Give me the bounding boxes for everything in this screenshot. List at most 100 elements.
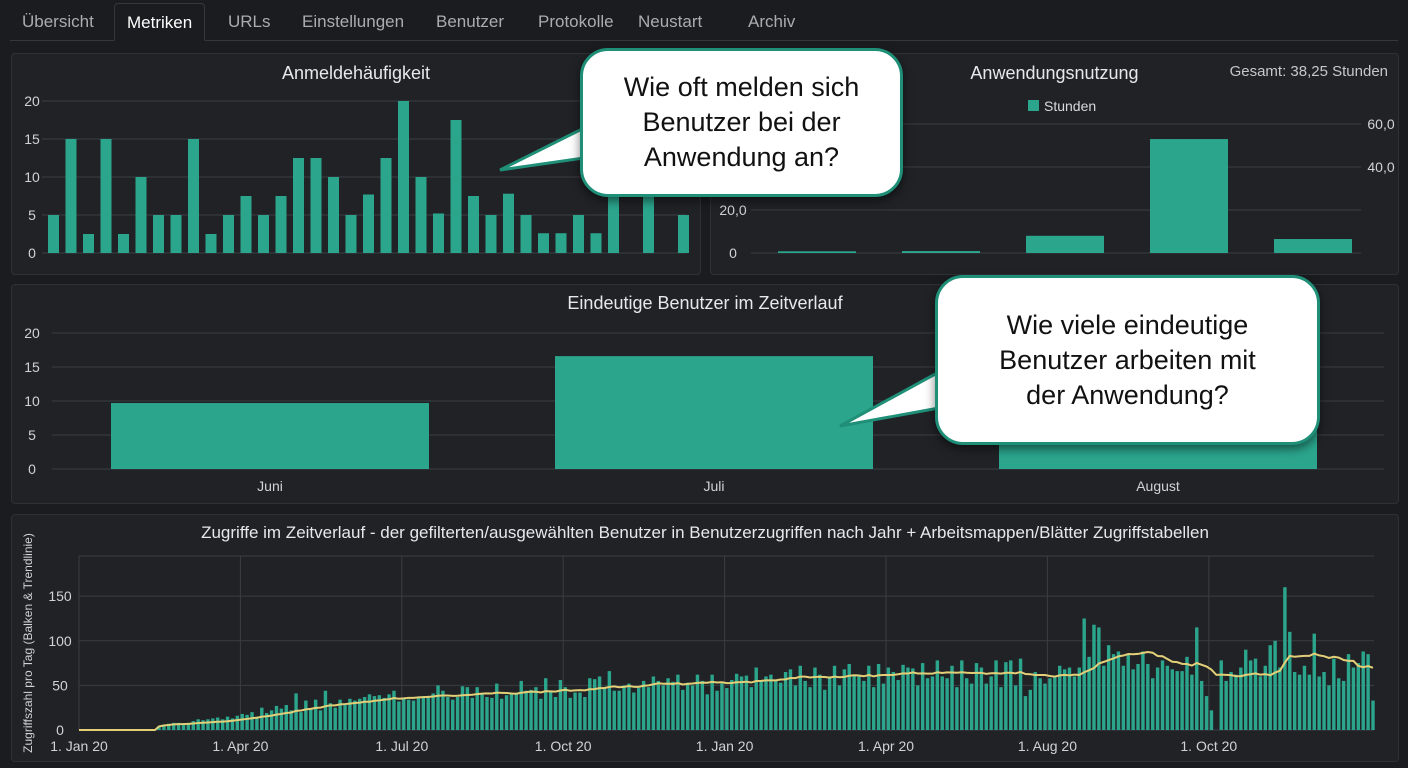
- bar: [1283, 587, 1287, 730]
- bar: [1253, 658, 1258, 730]
- bar: [206, 719, 210, 730]
- bar: [1268, 645, 1272, 730]
- bar: [1136, 663, 1140, 730]
- bar: [1332, 658, 1336, 730]
- legend-label: Stunden: [1044, 98, 1097, 114]
- bar: [759, 680, 763, 730]
- bar: [852, 674, 856, 730]
- bar: [568, 697, 572, 730]
- bar: [1351, 667, 1356, 730]
- bar: [289, 710, 293, 730]
- bar: [597, 676, 602, 730]
- bar: [470, 697, 474, 730]
- bar: [111, 403, 429, 469]
- y-tick-label: 100: [48, 633, 72, 649]
- bar: [455, 696, 460, 730]
- bar: [1361, 651, 1365, 730]
- bar: [798, 665, 802, 730]
- tab-8[interactable]: Archiv: [748, 12, 796, 31]
- tab-3[interactable]: URLs: [228, 12, 271, 31]
- bar: [1155, 667, 1160, 730]
- bar: [264, 713, 269, 730]
- bar: [573, 215, 584, 253]
- bar: [602, 687, 607, 730]
- bar: [1026, 235, 1104, 253]
- bar: [1131, 669, 1135, 730]
- bar: [813, 667, 817, 730]
- tab-bar: Übersicht Metriken URLs Einstellungen Benutz…: [10, 3, 1398, 41]
- bar: [778, 682, 783, 730]
- login-frequency-chart: 0 5 10 15 20: [24, 93, 689, 261]
- bar: [823, 689, 827, 730]
- bar: [695, 674, 700, 730]
- bar: [258, 215, 269, 253]
- bar: [1160, 660, 1165, 730]
- y-tick-label: 20: [24, 93, 40, 109]
- bar: [617, 690, 621, 730]
- bar: [216, 717, 220, 730]
- bar: [485, 696, 489, 730]
- bar: [590, 233, 602, 253]
- bar: [1043, 683, 1047, 730]
- bar: [309, 708, 313, 730]
- y-tick-label: 40,0: [1367, 159, 1394, 175]
- bar: [960, 660, 964, 730]
- bar: [372, 696, 377, 730]
- bar: [269, 710, 274, 730]
- bar: [223, 215, 234, 253]
- bar: [1170, 669, 1174, 730]
- bar: [205, 234, 217, 253]
- tab-4[interactable]: Einstellungen: [302, 12, 405, 31]
- callout-text: Wie viele eindeutige Benutzer arbeiten m…: [999, 309, 1256, 410]
- x-tick-label: 1. Jan 20: [50, 738, 108, 754]
- bar: [1224, 680, 1228, 730]
- bar: [171, 722, 176, 730]
- tab-6[interactable]: Protokolle: [538, 12, 614, 31]
- bar: [999, 687, 1003, 730]
- callout-unique-users: Wie viele eindeutige Benutzer arbeiten m…: [935, 275, 1320, 445]
- bar: [1209, 710, 1214, 730]
- bar: [555, 233, 567, 253]
- bar: [774, 680, 778, 730]
- bar: [460, 686, 465, 730]
- panel-title: Anmeldehäufigkeit: [281, 63, 431, 83]
- access-over-time-panel: Zugriffe im Zeitverlauf - der gefilterte…: [11, 514, 1399, 762]
- bar: [902, 251, 980, 253]
- bar: [83, 234, 94, 253]
- bar: [832, 665, 837, 730]
- bar: [402, 697, 406, 730]
- bar: [847, 663, 851, 730]
- tab-7[interactable]: Neustart: [638, 12, 703, 31]
- y-tick-label: 10: [24, 393, 40, 409]
- bar: [323, 690, 328, 730]
- tab-1[interactable]: Übersicht: [22, 12, 94, 31]
- bar: [1165, 665, 1170, 730]
- bar: [989, 676, 993, 730]
- tab-2[interactable]: Metriken: [114, 3, 206, 41]
- bar: [333, 707, 337, 730]
- bar: [450, 120, 462, 253]
- bar: [1229, 672, 1233, 730]
- bar: [1239, 667, 1243, 730]
- bar: [176, 722, 181, 730]
- bar: [1327, 685, 1331, 730]
- bar: [940, 676, 944, 730]
- bar: [558, 680, 563, 730]
- bar: [211, 718, 215, 730]
- bar: [1337, 678, 1341, 730]
- bar: [671, 681, 675, 730]
- bar: [1028, 689, 1033, 730]
- bar: [974, 663, 979, 730]
- bar: [362, 696, 367, 730]
- bar: [867, 665, 871, 730]
- bar: [1312, 633, 1316, 730]
- x-tick-label: 1. Oct 20: [1180, 738, 1237, 754]
- legend[interactable]: Stunden: [1028, 98, 1096, 114]
- bar: [313, 699, 318, 730]
- total-hours: Gesamt: 38,25 Stunden: [1229, 63, 1388, 80]
- callout-text: Wie oft melden sich Benutzer bei der Anw…: [623, 72, 860, 172]
- bar: [539, 698, 543, 730]
- bar: [1307, 674, 1312, 730]
- bar: [1195, 627, 1199, 730]
- tab-5[interactable]: Benutzer: [436, 12, 505, 31]
